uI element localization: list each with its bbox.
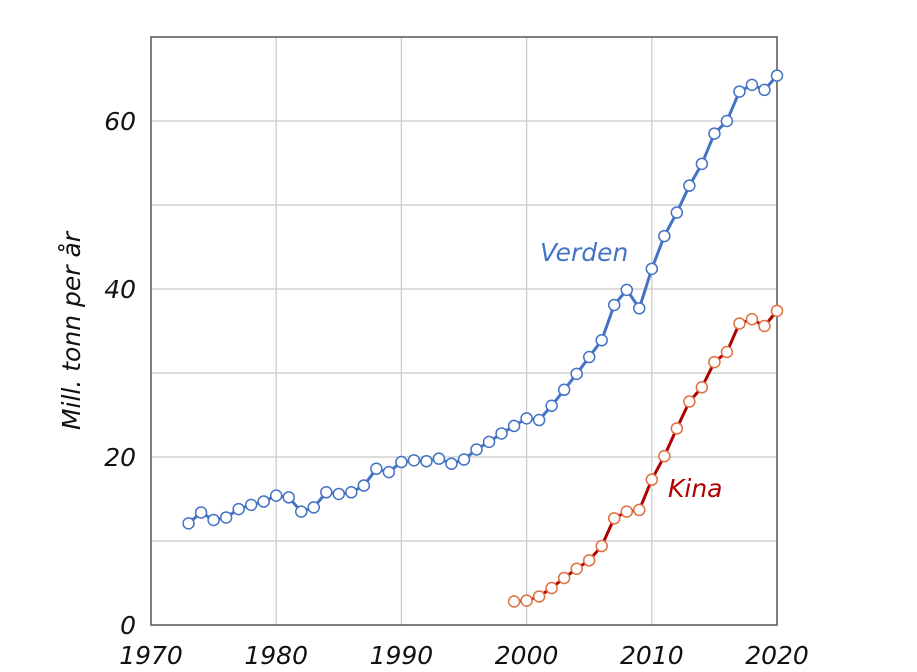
- data-point-verden-1985: [332, 487, 346, 501]
- data-point-verden-2001: [532, 413, 546, 427]
- y-tick-label-0: 0: [120, 611, 136, 640]
- data-point-verden-2012: [670, 206, 684, 219]
- data-point-verden-2005: [582, 350, 596, 364]
- series-line-kina: [513, 309, 779, 603]
- data-point-verden-1988: [370, 462, 383, 476]
- data-point-verden-1998: [495, 427, 508, 440]
- series-layer: [182, 69, 784, 608]
- data-point-kina-2011: [658, 449, 671, 463]
- data-point-verden-1980: [269, 489, 283, 502]
- data-point-verden-1973: [182, 517, 195, 530]
- y-axis-title: Mill. tonn per år: [57, 230, 86, 430]
- data-point-kina-2002: [545, 581, 558, 595]
- data-point-verden-2004: [570, 367, 583, 381]
- data-point-verden-1982: [294, 505, 308, 518]
- data-point-verden-2009: [633, 302, 646, 315]
- x-tick-label-1990: 1990: [370, 641, 434, 670]
- data-point-verden-2015: [708, 127, 721, 140]
- y-axis-tick-labels: 0 20 40 60: [104, 107, 136, 640]
- series-kina: [507, 304, 784, 608]
- data-point-kina-2014: [695, 381, 709, 394]
- data-point-verden-1995: [457, 453, 471, 466]
- data-point-kina-2003: [557, 571, 571, 585]
- data-point-verden-2002: [545, 399, 558, 413]
- data-point-kina-2012: [670, 422, 684, 435]
- data-point-kina-2020: [770, 304, 784, 318]
- data-point-kina-2017: [733, 317, 746, 330]
- data-point-verden-2010: [645, 262, 659, 276]
- data-point-kina-2005: [582, 554, 596, 567]
- data-point-verden-2008: [620, 283, 634, 297]
- data-point-verden-1992: [420, 454, 433, 468]
- data-point-verden-2013: [683, 179, 696, 192]
- data-point-verden-1984: [320, 486, 333, 499]
- data-point-verden-2017: [733, 85, 746, 98]
- y-tick-label-20: 20: [104, 443, 136, 472]
- series-line-verden: [187, 74, 779, 525]
- data-point-verden-1981: [282, 491, 295, 504]
- data-point-verden-1976: [219, 511, 233, 524]
- data-point-verden-1997: [482, 435, 496, 449]
- data-point-kina-2015: [708, 355, 721, 369]
- x-axis-tick-labels: 1970 1980 1990 2000 2010 2020: [119, 641, 809, 670]
- data-point-kina-2010: [645, 473, 659, 486]
- data-point-verden-1974: [194, 506, 208, 519]
- data-point-kina-2009: [633, 503, 646, 517]
- data-point-verden-2014: [695, 157, 709, 171]
- data-point-kina-2018: [745, 312, 759, 326]
- data-point-verden-2019: [758, 83, 771, 97]
- data-point-kina-2019: [758, 319, 771, 333]
- x-tick-label-2020: 2020: [745, 641, 809, 670]
- y-tick-label-60: 60: [104, 107, 136, 136]
- data-point-verden-1979: [257, 495, 270, 508]
- data-point-verden-1977: [232, 502, 245, 516]
- data-point-verden-2007: [607, 298, 621, 312]
- data-point-verden-1975: [207, 513, 220, 527]
- data-point-verden-2018: [745, 78, 759, 92]
- data-point-verden-1999: [507, 419, 521, 433]
- x-tick-label-1970: 1970: [119, 641, 183, 670]
- data-point-kina-1999: [507, 595, 521, 608]
- plot-area-frame: [150, 36, 778, 626]
- data-point-kina-2004: [570, 562, 583, 575]
- x-tick-label-1980: 1980: [244, 641, 308, 670]
- x-tick-label-2000: 2000: [495, 641, 559, 670]
- series-label-kina: Kina: [668, 474, 723, 503]
- data-point-kina-2008: [620, 505, 634, 518]
- data-point-verden-1983: [307, 501, 321, 514]
- data-point-verden-2011: [658, 229, 671, 243]
- data-point-kina-2016: [720, 345, 734, 359]
- series-verden: [182, 69, 784, 530]
- data-point-verden-2020: [770, 69, 784, 82]
- data-point-verden-1994: [445, 457, 458, 470]
- data-point-verden-1991: [407, 454, 421, 467]
- data-point-kina-2000: [520, 594, 533, 607]
- data-point-kina-2006: [595, 539, 608, 553]
- data-point-verden-1996: [470, 443, 483, 456]
- data-point-verden-2006: [595, 333, 608, 347]
- data-point-verden-2000: [520, 412, 533, 425]
- data-point-verden-1978: [244, 498, 258, 512]
- data-point-verden-2016: [720, 114, 734, 128]
- data-point-verden-1989: [382, 465, 396, 479]
- series-label-verden: Verden: [540, 238, 628, 267]
- y-tick-label-40: 40: [104, 275, 136, 304]
- data-point-verden-2003: [557, 383, 571, 397]
- data-point-kina-2013: [683, 395, 696, 408]
- grid-lines: [151, 37, 777, 625]
- data-point-verden-1990: [395, 455, 408, 469]
- data-point-verden-1986: [345, 486, 358, 499]
- x-tick-label-2010: 2010: [620, 641, 684, 670]
- data-point-verden-1993: [432, 452, 446, 465]
- data-point-verden-1987: [357, 479, 371, 492]
- data-point-kina-2007: [607, 512, 621, 525]
- data-point-kina-2001: [532, 590, 546, 603]
